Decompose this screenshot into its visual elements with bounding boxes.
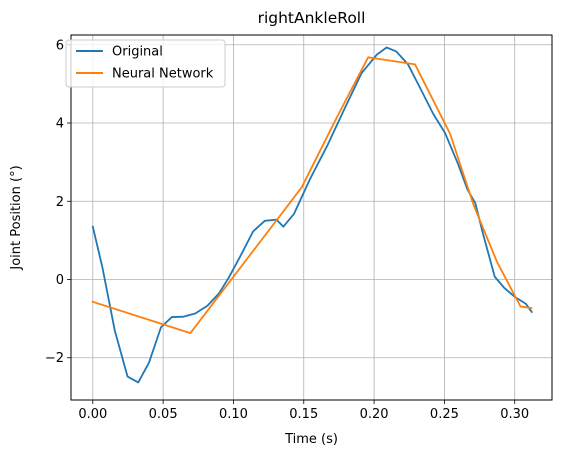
legend: Original Neural Network [65,39,226,88]
y-axis-label: Joint Position (°) [9,165,24,270]
legend-label-neural-network: Neural Network [112,67,214,82]
legend-label-original: Original [112,45,163,60]
x-tick-label: 0.05 [149,407,178,422]
x-tick-label: 0.25 [430,407,459,422]
y-tick-label: 6 [56,38,64,53]
legend-box [65,39,226,88]
x-tick-label: 0.20 [360,407,389,422]
x-tick-label: 0.30 [500,407,529,422]
series-line-original [91,46,534,384]
series-lines [91,46,534,384]
x-tick-label: 0.10 [219,407,248,422]
series-line-neural-network [91,56,533,335]
x-tick-label: 0.00 [78,407,107,422]
chart-title: rightAnkleRoll [258,9,366,27]
x-tick-label: 0.15 [289,407,318,422]
x-axis-label: Time (s) [284,432,338,447]
grid-lines [71,35,552,400]
y-tick-label: 0 [56,273,64,288]
plot-frame [70,34,553,401]
y-tick-label: 4 [56,117,64,132]
axis-ticks: 0.00 0.05 0.10 0.15 0.20 0.25 0.30 −2 0 2 4 6 [45,38,529,422]
y-tick-label: 2 [56,195,64,210]
y-tick-label: −2 [45,351,64,366]
